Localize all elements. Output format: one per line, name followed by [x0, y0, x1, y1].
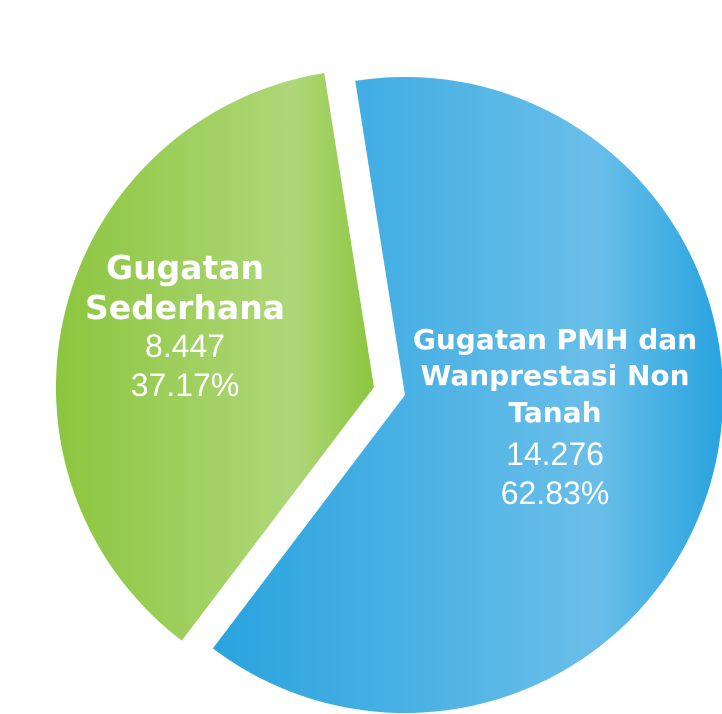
value-label: 8.447 — [144, 328, 226, 365]
slice-label: Gugatan Sederhana 8.447 37.17% — [60, 248, 310, 404]
slice-shine — [55, 73, 374, 641]
slice-label: Gugatan PMH dan Wanprestasi Non Tanah 14… — [405, 322, 705, 512]
slice-shine — [212, 77, 722, 713]
percentage-label: 62.83% — [500, 474, 610, 511]
percentage-label: 37.17% — [130, 366, 240, 403]
category-label: Gugatan PMH dan Wanprestasi Non Tanah — [412, 323, 698, 429]
value-label: 14.276 — [506, 436, 604, 473]
category-label: Gugatan Sederhana — [85, 248, 285, 327]
